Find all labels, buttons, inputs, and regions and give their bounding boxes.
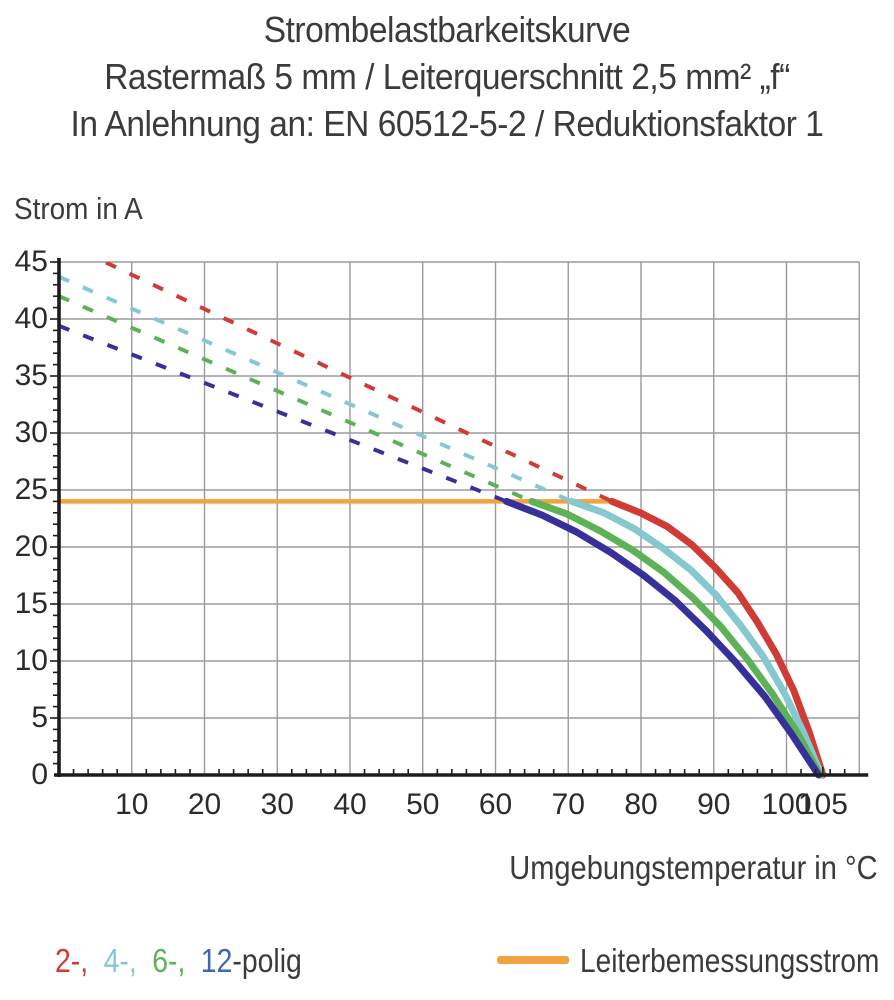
x-tick-label-90: 90: [697, 788, 730, 821]
x-tick-label-70: 70: [552, 788, 585, 821]
y-tick-label-15: 15: [15, 587, 48, 620]
chart-title-line2: Rastermaß 5 mm / Leiterquerschnitt 2,5 m…: [104, 56, 790, 97]
chart-title-line1: Strombelastbarkeitskurve: [263, 9, 631, 50]
y-tick-label-0: 0: [31, 758, 48, 791]
dashed-line-2-polig: [100, 262, 613, 504]
x-tick-label-30: 30: [261, 788, 294, 821]
y-tick-label-20: 20: [15, 530, 48, 563]
x-tick-label-60: 60: [479, 788, 512, 821]
rated-current-swatch: [497, 956, 569, 964]
y-tick-label-30: 30: [15, 416, 48, 449]
dashed-derating-lines: [59, 262, 613, 504]
axis-ticks: [50, 261, 846, 774]
legend-item-4polig: 4-,: [103, 942, 137, 979]
x-tick-label-100: 100: [761, 788, 811, 821]
legend-item-12polig: 12-polig: [201, 941, 302, 981]
y-axis-title: Strom in A: [14, 191, 143, 226]
x-tick-label-10: 10: [115, 788, 148, 821]
y-tick-label-40: 40: [15, 302, 48, 335]
x-axis-title: Umgebungstemperatur in °C: [509, 849, 878, 886]
legend-item-12polig-number: 12: [200, 942, 233, 979]
y-tick-label-5: 5: [31, 701, 48, 734]
dashed-line-6-polig: [59, 294, 533, 504]
curve-4-polig: [568, 497, 825, 779]
y-tick-labels: 0 5 10 15 20 25 30 35 40 45: [15, 245, 48, 791]
curve-12-polig: [502, 497, 822, 779]
chart-title: Strombelastbarkeitskurve Rastermaß 5 mm …: [31, 6, 862, 147]
solid-curves: [502, 497, 827, 779]
y-tick-label-45: 45: [15, 245, 48, 278]
legend-poles: 2-, 4-, 6-, 12-polig: [55, 941, 302, 981]
x-tick-label-80: 80: [624, 788, 657, 821]
y-tick-label-25: 25: [15, 473, 48, 506]
legend-item-2polig: 2-,: [55, 942, 89, 979]
legend-item-6polig: 6-,: [152, 942, 186, 979]
legend-pole-suffix: -polig: [232, 942, 302, 979]
y-tick-label-35: 35: [15, 359, 48, 392]
x-tick-label-50: 50: [406, 788, 439, 821]
dashed-line-12-polig: [59, 323, 508, 504]
rated-current-label: Leiterbemessungsstrom: [580, 942, 880, 979]
y-tick-label-10: 10: [15, 644, 48, 677]
gridlines: [59, 261, 860, 775]
x-tick-label-40: 40: [333, 788, 366, 821]
x-tick-label-105: 105: [798, 788, 848, 821]
curve-6-polig: [528, 497, 824, 779]
curve-2-polig: [608, 497, 827, 779]
x-tick-label-20: 20: [188, 788, 221, 821]
chart-title-line3: In Anlehnung an: EN 60512-5-2 / Reduktio…: [70, 103, 824, 144]
